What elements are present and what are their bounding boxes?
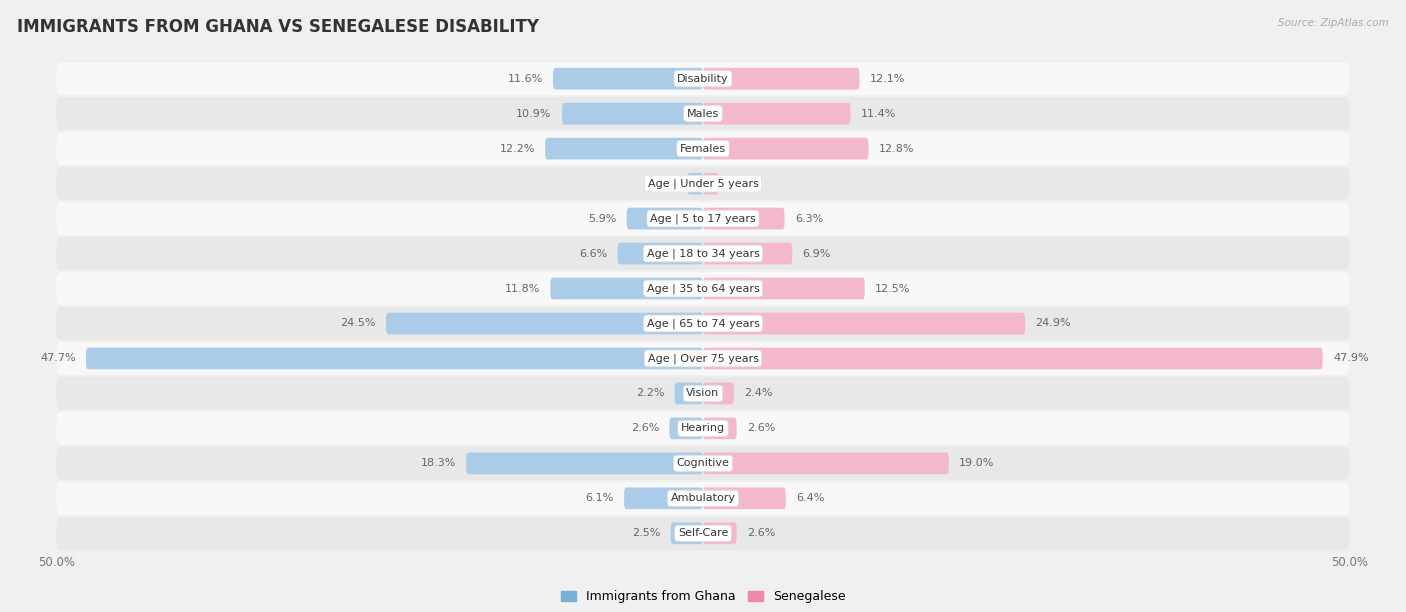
FancyBboxPatch shape — [703, 103, 851, 124]
FancyBboxPatch shape — [703, 278, 865, 299]
Text: Ambulatory: Ambulatory — [671, 493, 735, 503]
FancyBboxPatch shape — [550, 278, 703, 299]
FancyBboxPatch shape — [56, 272, 1350, 305]
Text: 5.9%: 5.9% — [588, 214, 616, 223]
FancyBboxPatch shape — [627, 207, 703, 230]
Text: 6.3%: 6.3% — [794, 214, 823, 223]
FancyBboxPatch shape — [56, 412, 1350, 445]
Text: Females: Females — [681, 144, 725, 154]
FancyBboxPatch shape — [703, 173, 718, 195]
Text: 6.4%: 6.4% — [796, 493, 824, 503]
FancyBboxPatch shape — [56, 167, 1350, 200]
FancyBboxPatch shape — [86, 348, 703, 369]
Text: 1.2%: 1.2% — [728, 179, 758, 188]
Text: 6.1%: 6.1% — [585, 493, 614, 503]
Text: 24.9%: 24.9% — [1035, 318, 1071, 329]
Legend: Immigrants from Ghana, Senegalese: Immigrants from Ghana, Senegalese — [555, 585, 851, 608]
FancyBboxPatch shape — [56, 377, 1350, 410]
FancyBboxPatch shape — [56, 97, 1350, 130]
Text: Self-Care: Self-Care — [678, 528, 728, 539]
Text: 12.5%: 12.5% — [875, 283, 911, 294]
Text: 47.7%: 47.7% — [39, 354, 76, 364]
FancyBboxPatch shape — [688, 173, 703, 195]
FancyBboxPatch shape — [467, 452, 703, 474]
FancyBboxPatch shape — [553, 68, 703, 89]
FancyBboxPatch shape — [703, 207, 785, 230]
Text: 47.9%: 47.9% — [1333, 354, 1368, 364]
Text: 11.8%: 11.8% — [505, 283, 540, 294]
FancyBboxPatch shape — [703, 523, 737, 544]
FancyBboxPatch shape — [703, 452, 949, 474]
FancyBboxPatch shape — [671, 523, 703, 544]
FancyBboxPatch shape — [56, 307, 1350, 340]
Text: Hearing: Hearing — [681, 424, 725, 433]
Text: 11.6%: 11.6% — [508, 73, 543, 84]
Text: 11.4%: 11.4% — [860, 109, 896, 119]
FancyBboxPatch shape — [703, 488, 786, 509]
Text: Cognitive: Cognitive — [676, 458, 730, 468]
Text: 24.5%: 24.5% — [340, 318, 375, 329]
Text: Age | Under 5 years: Age | Under 5 years — [648, 178, 758, 189]
FancyBboxPatch shape — [56, 482, 1350, 515]
FancyBboxPatch shape — [56, 202, 1350, 235]
Text: 12.1%: 12.1% — [870, 73, 905, 84]
Text: 6.9%: 6.9% — [803, 248, 831, 258]
Text: 2.4%: 2.4% — [744, 389, 773, 398]
Text: Age | 65 to 74 years: Age | 65 to 74 years — [647, 318, 759, 329]
FancyBboxPatch shape — [387, 313, 703, 334]
Text: 12.8%: 12.8% — [879, 144, 914, 154]
Text: Disability: Disability — [678, 73, 728, 84]
FancyBboxPatch shape — [56, 237, 1350, 270]
FancyBboxPatch shape — [669, 417, 703, 439]
Text: 6.6%: 6.6% — [579, 248, 607, 258]
Text: 18.3%: 18.3% — [420, 458, 456, 468]
Text: 19.0%: 19.0% — [959, 458, 994, 468]
FancyBboxPatch shape — [56, 132, 1350, 165]
Text: 1.2%: 1.2% — [648, 179, 678, 188]
FancyBboxPatch shape — [56, 342, 1350, 375]
Text: Males: Males — [688, 109, 718, 119]
FancyBboxPatch shape — [56, 62, 1350, 95]
Text: Source: ZipAtlas.com: Source: ZipAtlas.com — [1278, 18, 1389, 28]
FancyBboxPatch shape — [703, 68, 859, 89]
Text: 12.2%: 12.2% — [499, 144, 534, 154]
FancyBboxPatch shape — [703, 313, 1025, 334]
Text: 2.5%: 2.5% — [631, 528, 661, 539]
FancyBboxPatch shape — [624, 488, 703, 509]
FancyBboxPatch shape — [703, 417, 737, 439]
FancyBboxPatch shape — [56, 447, 1350, 480]
Text: Vision: Vision — [686, 389, 720, 398]
FancyBboxPatch shape — [56, 517, 1350, 550]
Text: 2.6%: 2.6% — [631, 424, 659, 433]
FancyBboxPatch shape — [703, 348, 1323, 369]
Text: 2.2%: 2.2% — [636, 389, 664, 398]
FancyBboxPatch shape — [562, 103, 703, 124]
FancyBboxPatch shape — [703, 138, 869, 160]
Text: Age | 35 to 64 years: Age | 35 to 64 years — [647, 283, 759, 294]
FancyBboxPatch shape — [675, 382, 703, 405]
Text: 10.9%: 10.9% — [516, 109, 551, 119]
Text: 2.6%: 2.6% — [747, 424, 775, 433]
Text: 2.6%: 2.6% — [747, 528, 775, 539]
Text: Age | 18 to 34 years: Age | 18 to 34 years — [647, 248, 759, 259]
FancyBboxPatch shape — [703, 243, 792, 264]
FancyBboxPatch shape — [617, 243, 703, 264]
Text: Age | Over 75 years: Age | Over 75 years — [648, 353, 758, 364]
Text: Age | 5 to 17 years: Age | 5 to 17 years — [650, 214, 756, 224]
FancyBboxPatch shape — [546, 138, 703, 160]
Text: IMMIGRANTS FROM GHANA VS SENEGALESE DISABILITY: IMMIGRANTS FROM GHANA VS SENEGALESE DISA… — [17, 18, 538, 36]
FancyBboxPatch shape — [703, 382, 734, 405]
